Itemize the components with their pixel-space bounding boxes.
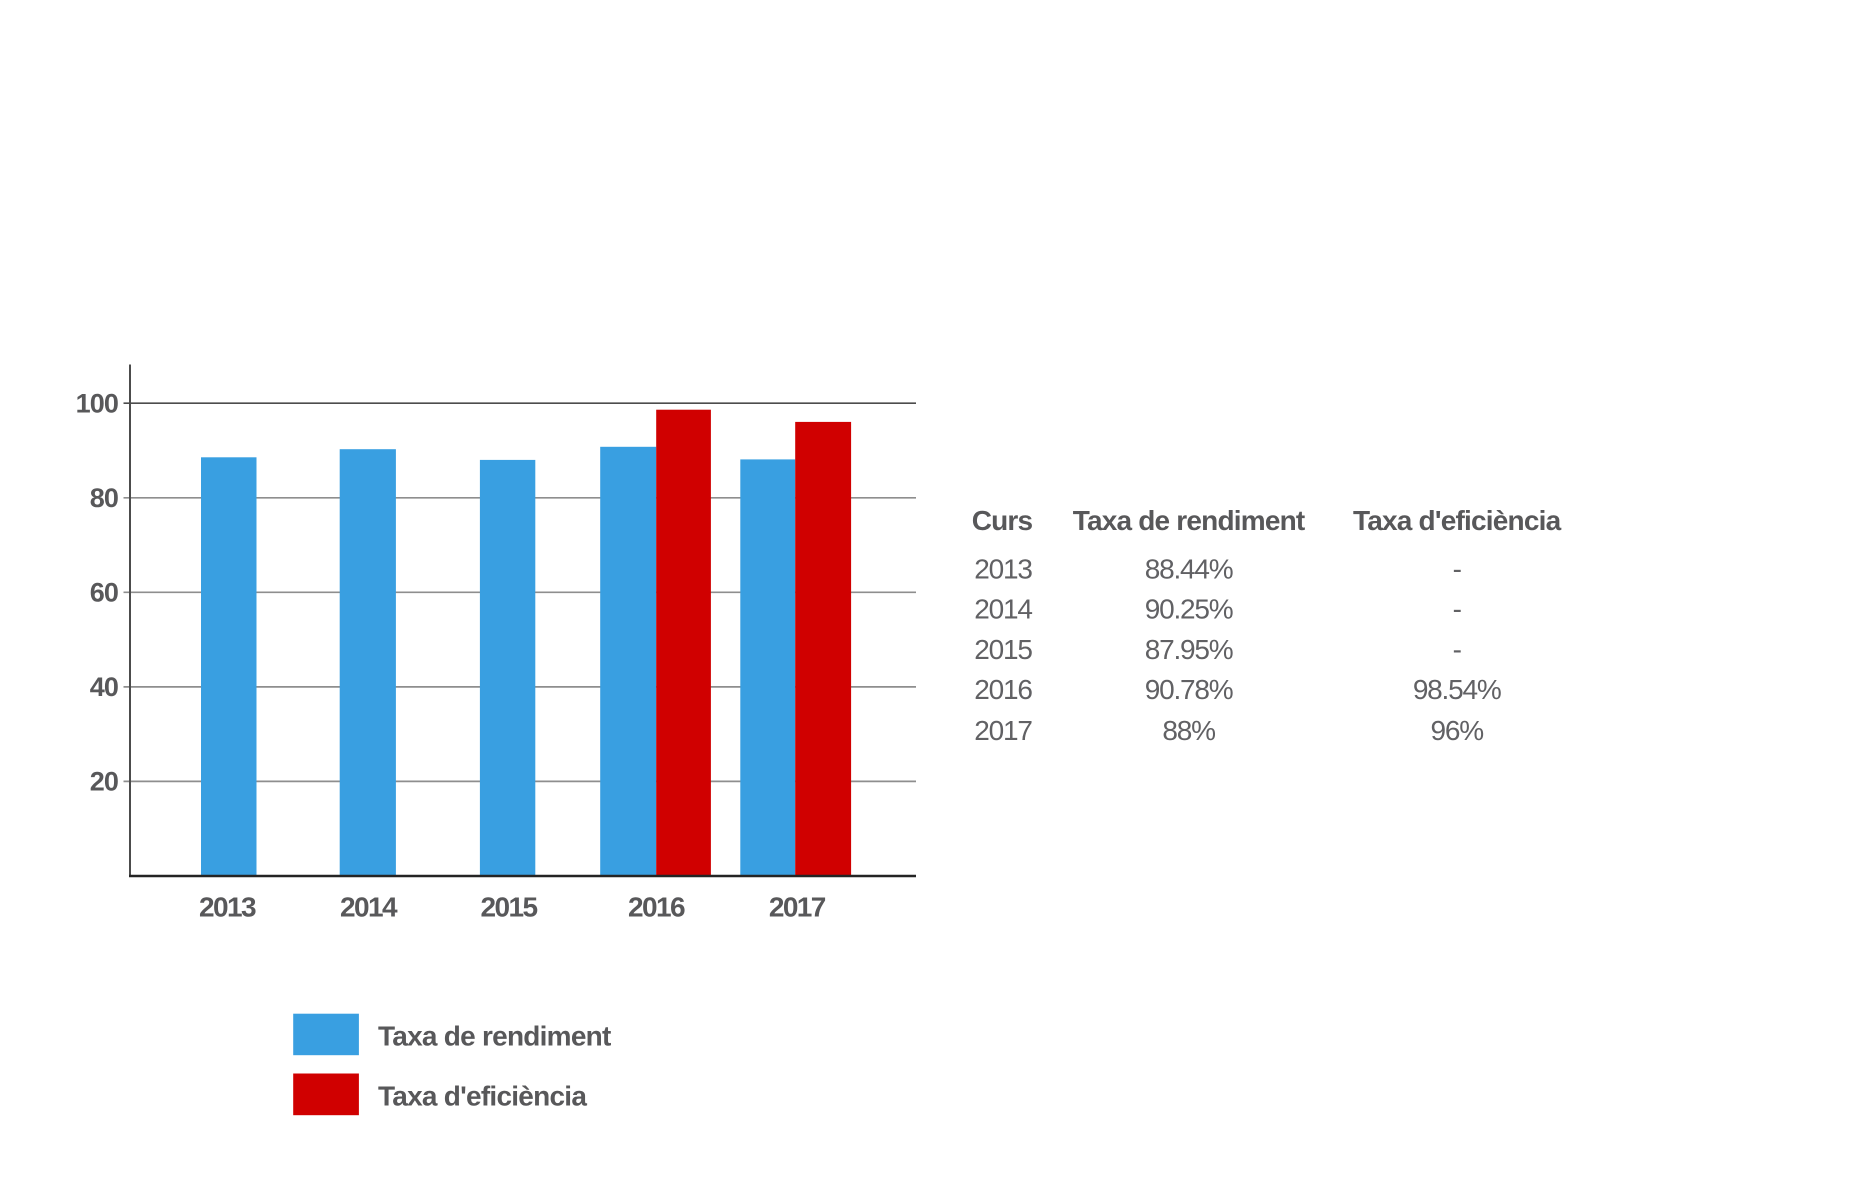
svg-text:2015: 2015 — [481, 892, 538, 923]
svg-text:20: 20 — [90, 767, 118, 797]
svg-text:100: 100 — [76, 389, 118, 419]
svg-text:-: - — [1453, 553, 1462, 584]
svg-text:2016: 2016 — [974, 674, 1032, 705]
svg-text:2013: 2013 — [974, 553, 1032, 584]
svg-text:2017: 2017 — [769, 892, 826, 923]
svg-text:Taxa de rendiment: Taxa de rendiment — [378, 1020, 611, 1051]
svg-text:2014: 2014 — [974, 594, 1032, 625]
svg-text:2013: 2013 — [199, 892, 256, 923]
svg-text:87.95%: 87.95% — [1145, 634, 1233, 665]
svg-text:Taxa d'eficiència: Taxa d'eficiència — [1353, 505, 1562, 536]
svg-text:40: 40 — [90, 672, 118, 702]
svg-text:98.54%: 98.54% — [1413, 674, 1501, 705]
svg-text:96%: 96% — [1430, 715, 1483, 746]
svg-text:-: - — [1453, 594, 1462, 625]
svg-text:80: 80 — [90, 483, 118, 513]
svg-text:90.78%: 90.78% — [1145, 674, 1233, 705]
svg-text:90.25%: 90.25% — [1145, 594, 1233, 625]
svg-text:60: 60 — [90, 578, 118, 608]
svg-text:Taxa d'eficiència: Taxa d'eficiència — [378, 1081, 587, 1112]
svg-text:Curs: Curs — [972, 505, 1033, 536]
svg-text:2015: 2015 — [974, 634, 1032, 665]
svg-text:2017: 2017 — [974, 715, 1032, 746]
svg-text:Taxa de rendiment: Taxa de rendiment — [1073, 505, 1305, 536]
svg-text:2014: 2014 — [340, 892, 398, 923]
svg-text:2016: 2016 — [628, 892, 685, 923]
svg-text:88.44%: 88.44% — [1145, 553, 1233, 584]
svg-text:-: - — [1453, 634, 1462, 665]
svg-text:88%: 88% — [1162, 715, 1215, 746]
